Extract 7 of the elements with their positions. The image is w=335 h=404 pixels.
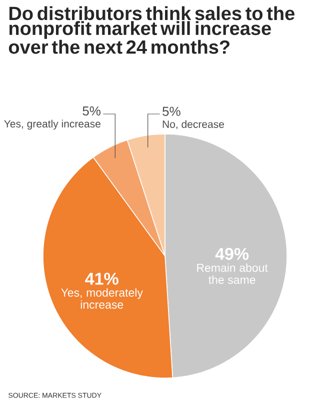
data-label: 5% xyxy=(82,106,100,116)
data-label: 5% xyxy=(162,106,180,116)
chart-title: Do distributors think sales to the nonprofit market will increase over the next 24 months? xyxy=(8,6,294,54)
slice-label: No, decrease xyxy=(162,120,224,130)
slice-label: Yes, greatly increase xyxy=(4,120,100,130)
slice-label: Yes, moderately increase xyxy=(61,288,143,309)
data-label: 41% xyxy=(85,272,118,285)
